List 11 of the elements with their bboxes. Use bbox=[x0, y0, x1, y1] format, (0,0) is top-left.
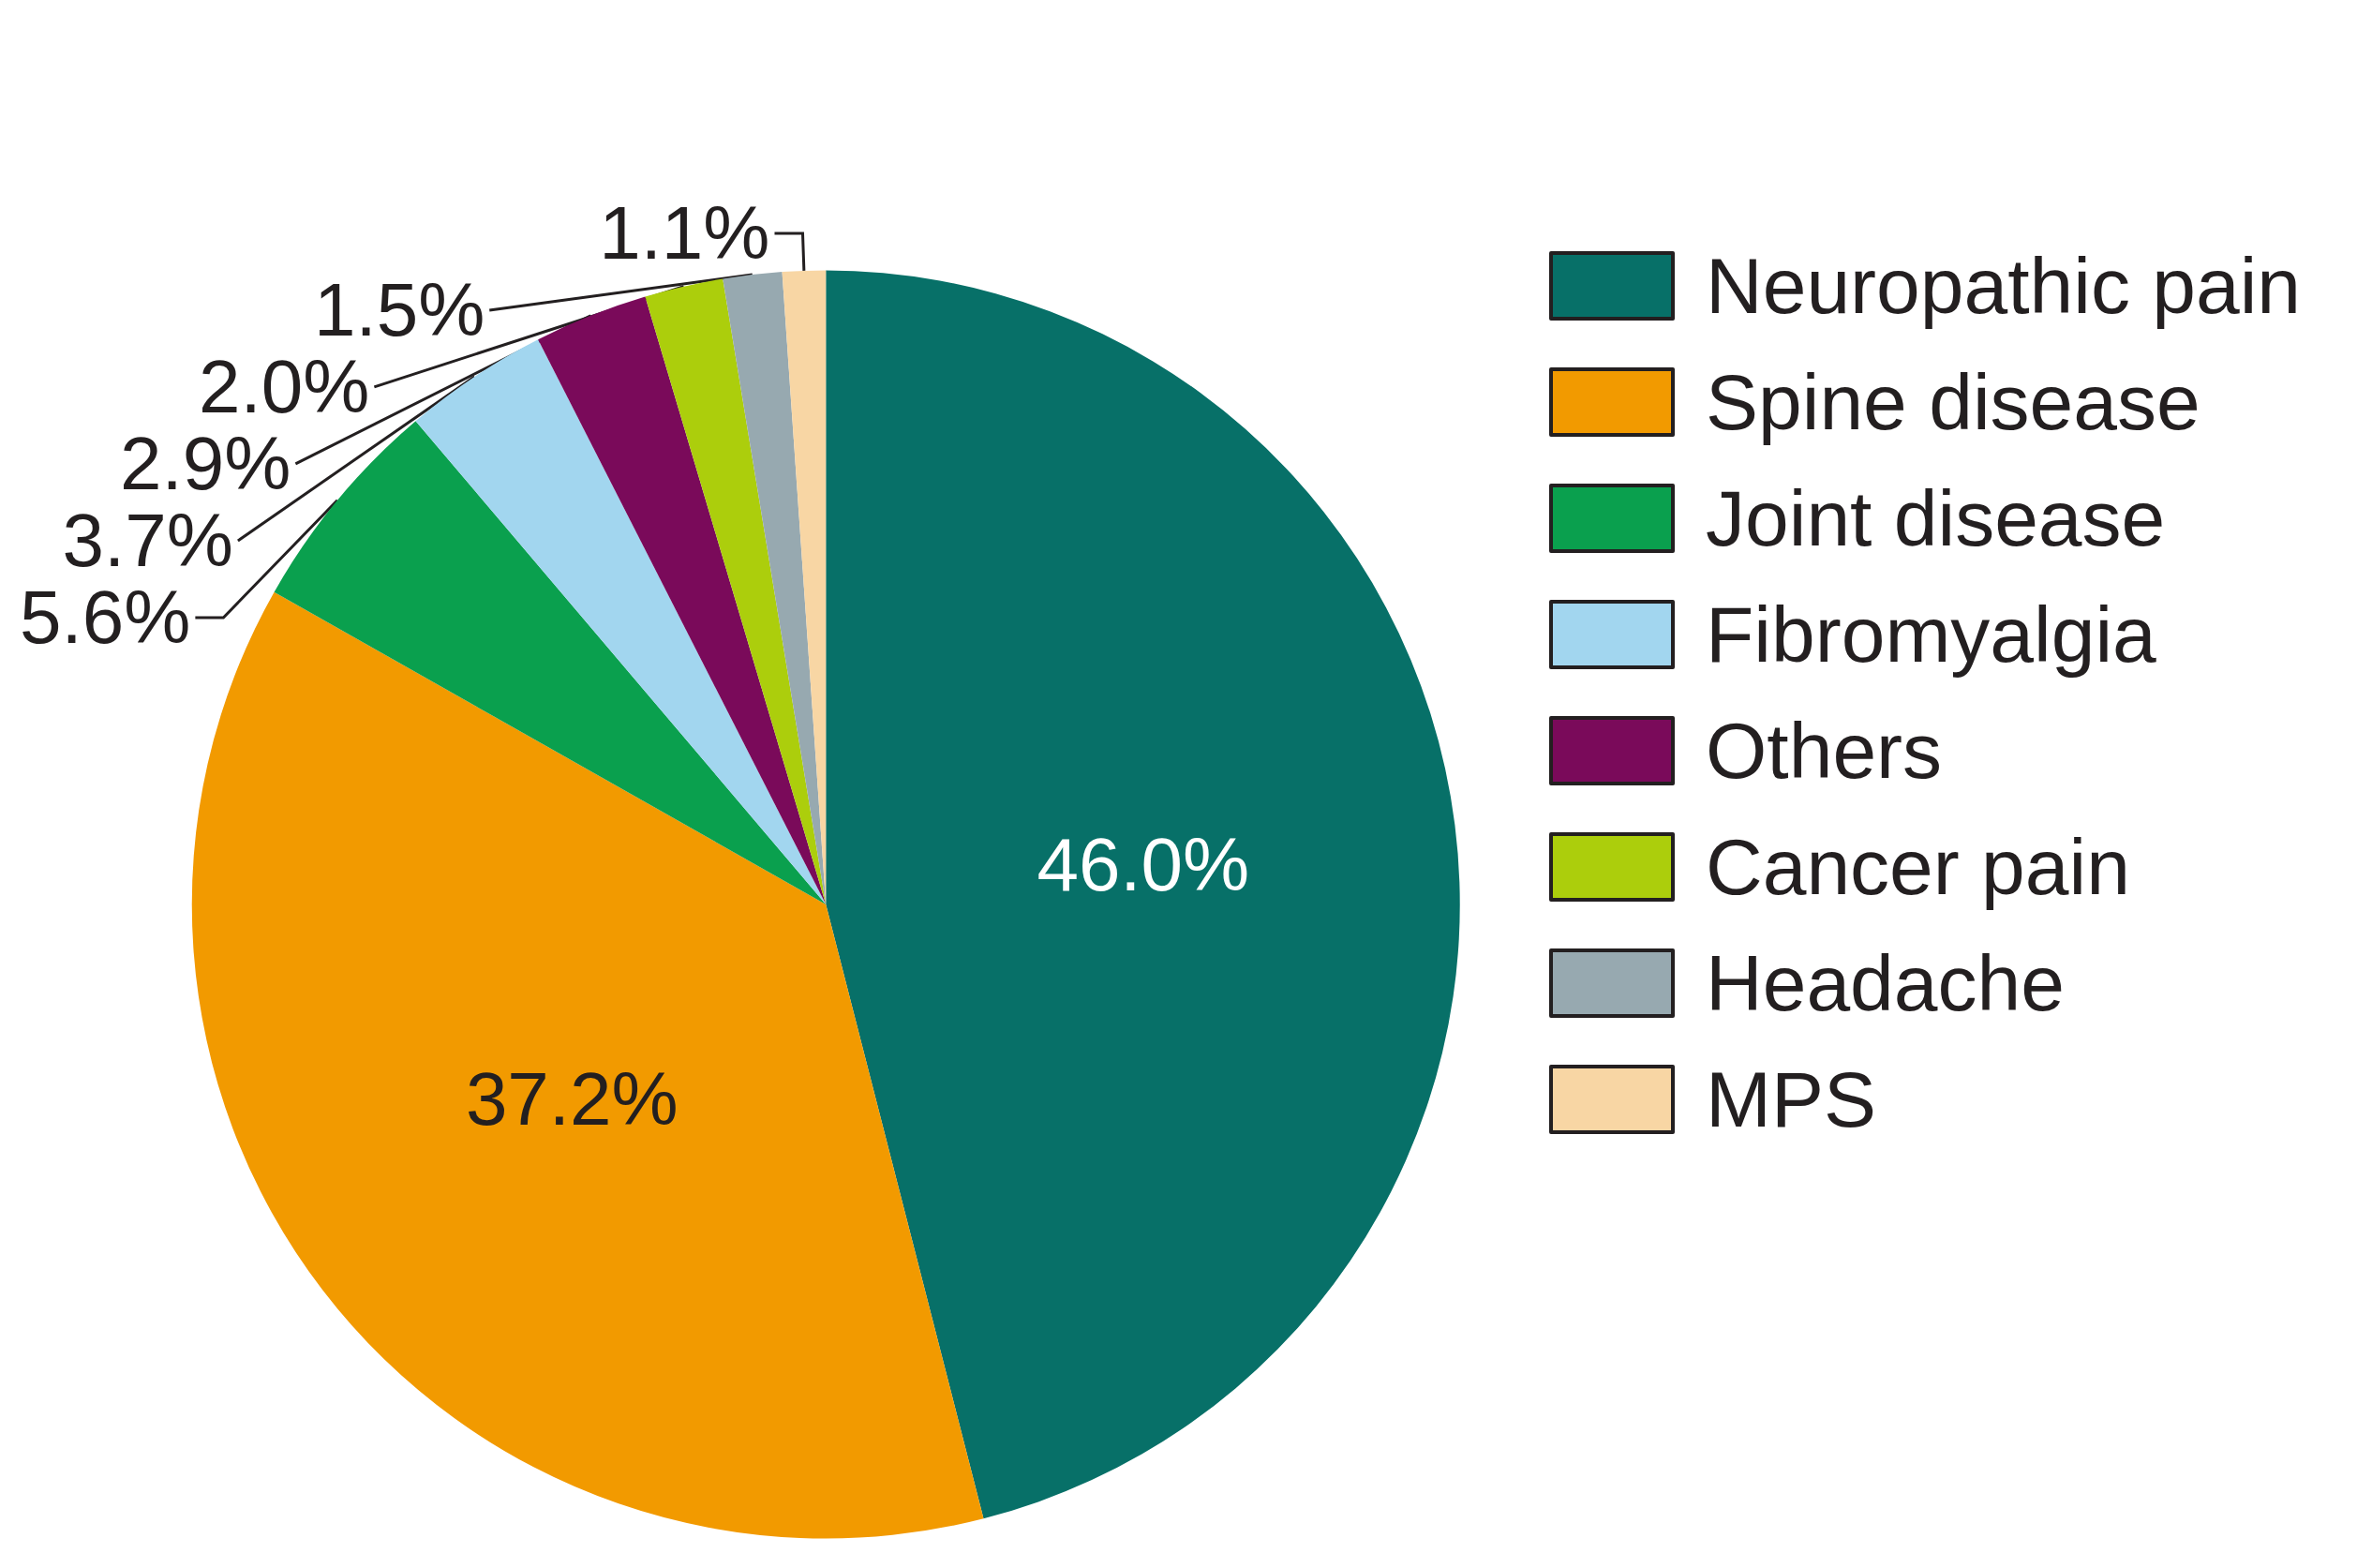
data-label: 46.0% bbox=[1037, 822, 1250, 906]
legend-label: Joint disease bbox=[1706, 474, 2166, 562]
legend-label: Others bbox=[1706, 707, 1943, 795]
legend-label: MPS bbox=[1706, 1055, 1877, 1143]
legend-label: Spine disease bbox=[1706, 358, 2200, 446]
legend-label: Cancer pain bbox=[1706, 823, 2130, 911]
data-label: 37.2% bbox=[465, 1056, 679, 1141]
legend-label: Fibromyalgia bbox=[1706, 590, 2157, 679]
legend-label: Headache bbox=[1706, 939, 2065, 1027]
data-label: 1.1% bbox=[599, 191, 770, 276]
legend-label: Neuropathic pain bbox=[1706, 242, 2302, 330]
